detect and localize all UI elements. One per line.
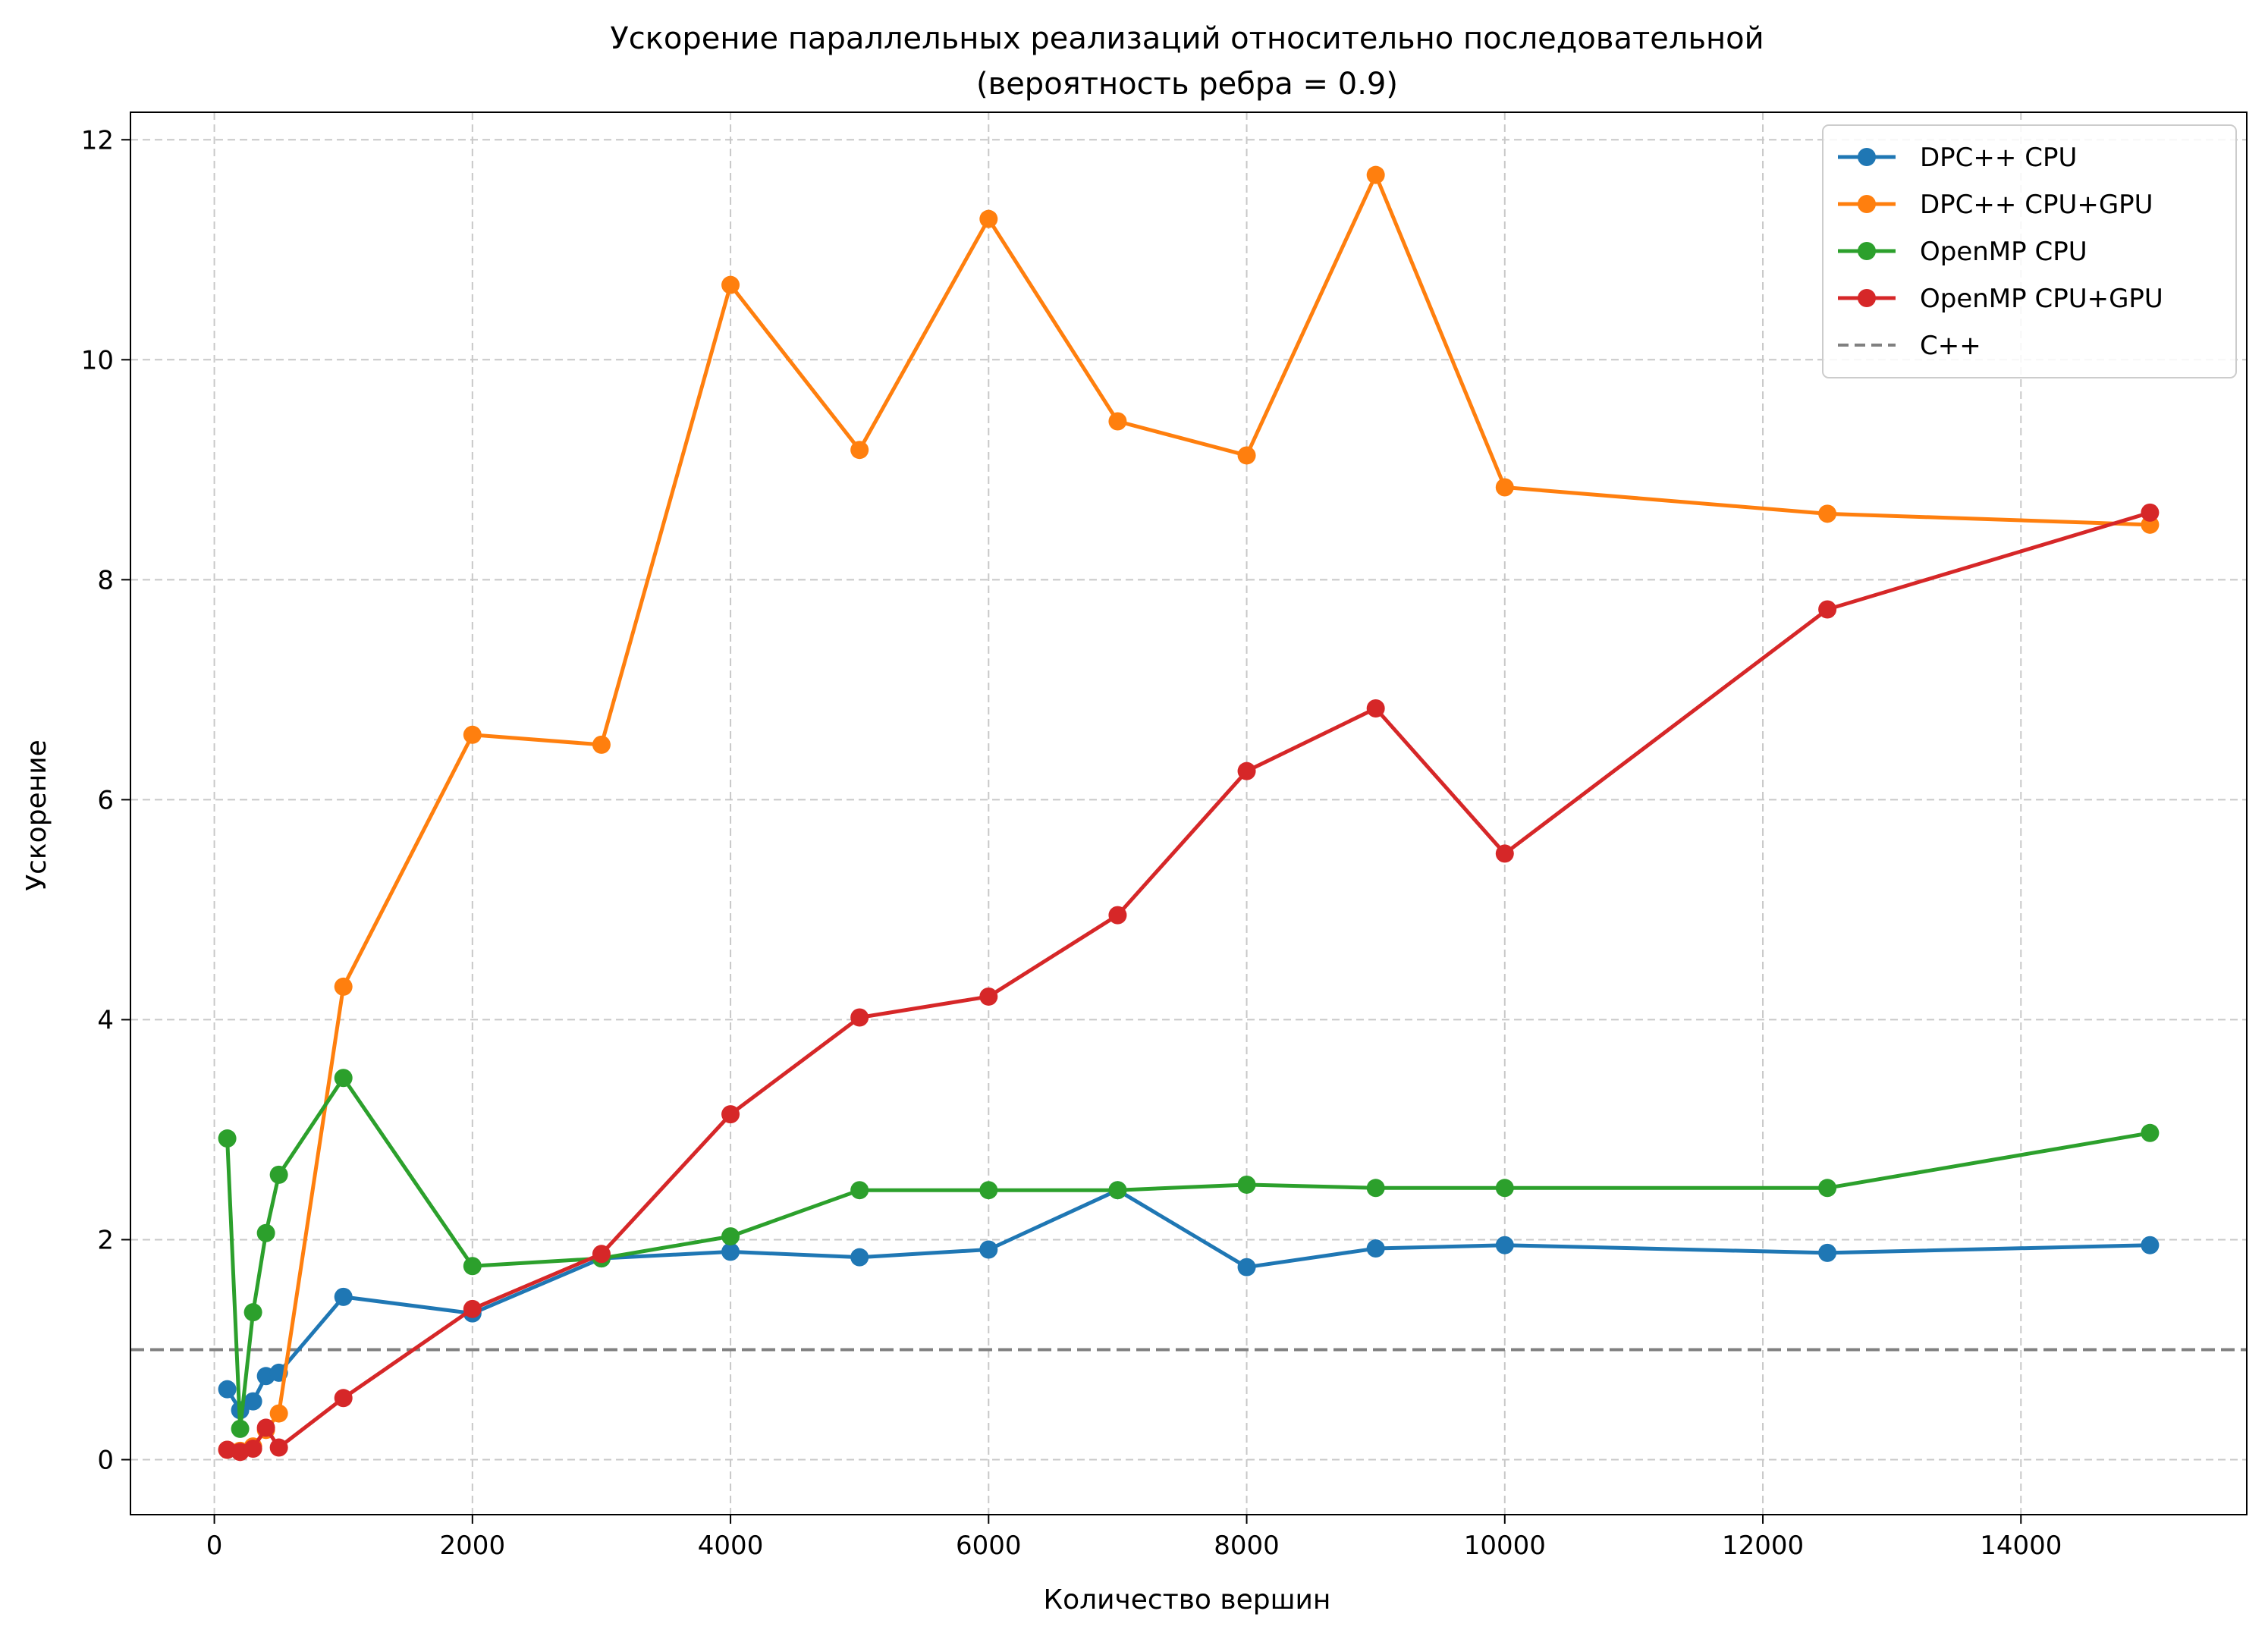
data-point [721,275,740,294]
data-point [1108,906,1127,925]
data-point [1366,165,1385,184]
data-point [256,1418,275,1437]
data-point [2141,1236,2160,1254]
data-point [721,1105,740,1124]
data-point [243,1392,262,1411]
data-point [2141,503,2160,522]
data-point [1366,699,1385,718]
legend-marker-swatch [1858,148,1876,166]
legend-entry: DPC++ CPU [1838,143,2077,173]
y-axis-label: Ускорение [21,739,52,891]
legend-entry: OpenMP CPU [1838,237,2087,267]
x-tick-label: 14000 [1980,1531,2062,1561]
data-point [1237,1258,1256,1276]
data-point [592,735,611,754]
data-point [1237,1175,1256,1194]
data-point [243,1303,262,1322]
legend-label: DPC++ CPU+GPU [1920,190,2153,220]
x-tick-label: 6000 [956,1531,1022,1561]
legend-marker-swatch [1858,242,1876,260]
data-point [850,441,869,460]
data-point [979,1240,998,1259]
data-point [256,1223,275,1242]
data-point [1495,1236,1514,1254]
x-tick-label: 8000 [1214,1531,1280,1561]
legend-entry: OpenMP CPU+GPU [1838,284,2163,314]
data-point [334,1287,353,1306]
data-point [463,725,482,744]
legend-box [1822,124,2237,378]
data-point [1818,1179,1837,1198]
data-point [1818,600,1837,619]
data-point [1108,1181,1127,1200]
plot-area-frame [130,111,2248,1515]
data-point [850,1181,869,1200]
data-point [231,1419,250,1438]
series-0 [218,1181,2160,1420]
x-tick-label: 10000 [1464,1531,1546,1561]
x-tick-label: 4000 [698,1531,764,1561]
data-point [463,1299,482,1318]
legend-label: OpenMP CPU [1920,237,2087,267]
legend-entry: C++ [1838,331,1981,361]
data-point [334,1069,353,1088]
x-axis-ticks: 0 2000 4000 6000 8000 10000 12000 14000 [206,1515,2062,1561]
y-axis-ticks: 0 2 4 6 8 10 12 [81,125,130,1475]
chart-title: Ускорение параллельных реализаций относи… [610,21,1764,56]
data-point [1818,504,1837,523]
series-layer [218,165,2160,1462]
data-point [269,1165,288,1184]
legend-label: C++ [1920,331,1981,361]
data-point [269,1438,288,1457]
x-tick-label: 0 [206,1531,223,1561]
x-tick-label: 12000 [1722,1531,1804,1561]
x-axis-label: Количество вершин [1044,1584,1331,1616]
data-point [1366,1239,1385,1258]
data-point [218,1129,237,1148]
data-point [979,1181,998,1200]
series-3 [218,503,2160,1462]
data-point [592,1245,611,1264]
legend-entry: DPC++ CPU+GPU [1838,190,2153,220]
legend: DPC++ CPU DPC++ CPU+GPU OpenMP CPU OpenMP C… [1822,124,2237,378]
data-point [850,1248,869,1267]
data-point [243,1439,262,1458]
y-tick-label: 10 [81,345,114,375]
y-tick-label: 4 [97,1005,114,1035]
legend-marker-swatch [1858,195,1876,213]
chart-subtitle: (вероятность ребра = 0.9) [976,67,1398,102]
y-tick-label: 8 [97,565,114,595]
data-point [1818,1243,1837,1262]
data-point [269,1404,288,1423]
data-point [218,1380,237,1399]
data-point [463,1257,482,1276]
data-point [334,1389,353,1408]
data-point [1366,1179,1385,1198]
data-point [721,1227,740,1246]
legend-marker-swatch [1858,289,1876,307]
x-tick-label: 2000 [440,1531,506,1561]
y-tick-label: 2 [97,1225,114,1255]
legend-label: DPC++ CPU [1920,143,2077,173]
y-tick-label: 12 [81,125,114,155]
data-point [1237,761,1256,780]
legend-label: OpenMP CPU+GPU [1920,284,2163,314]
data-point [1495,1179,1514,1198]
data-point [1495,478,1514,497]
y-tick-label: 6 [97,785,114,815]
data-point [850,1008,869,1027]
data-point [2141,1123,2160,1142]
y-tick-label: 0 [97,1445,114,1475]
data-point [721,1242,740,1261]
data-point [979,209,998,228]
data-point [1237,446,1256,465]
data-point [1495,844,1514,863]
data-point [334,977,353,996]
data-point [979,987,998,1006]
grid [130,112,2247,1515]
data-point [1108,412,1127,431]
